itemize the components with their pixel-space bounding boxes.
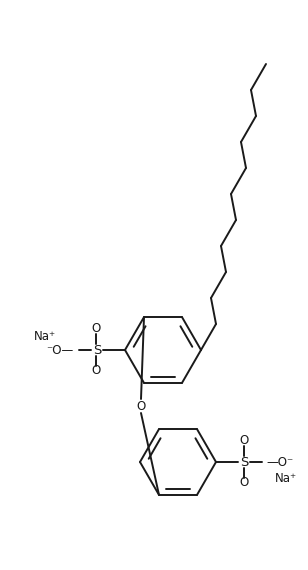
Text: O: O (239, 477, 249, 490)
Text: S: S (93, 344, 101, 356)
Text: O: O (91, 323, 101, 336)
Text: S: S (240, 455, 248, 469)
Text: ⁻O—: ⁻O— (46, 344, 73, 356)
Text: Na⁺: Na⁺ (34, 329, 56, 343)
Text: —O⁻: —O⁻ (266, 455, 293, 469)
Text: O: O (136, 400, 146, 413)
Text: O: O (239, 434, 249, 447)
Text: O: O (91, 364, 101, 377)
Text: Na⁺: Na⁺ (275, 471, 297, 484)
